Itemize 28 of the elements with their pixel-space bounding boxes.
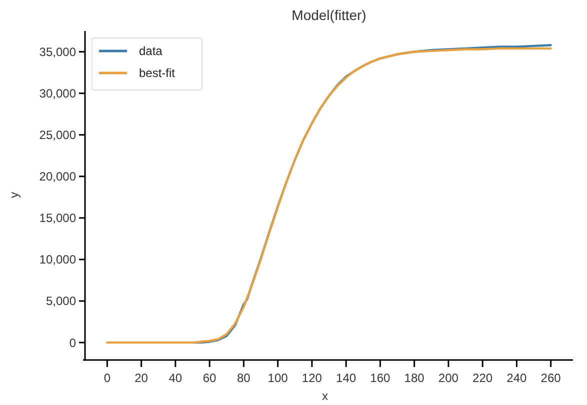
x-tick-label: 0 <box>104 371 111 385</box>
x-tick-label: 140 <box>336 371 356 385</box>
x-tick-label: 180 <box>404 371 425 385</box>
x-tick-label: 20 <box>134 371 148 385</box>
x-tick-label: 60 <box>202 371 217 385</box>
line-series <box>106 47 552 344</box>
x-tick-label: 260 <box>540 371 562 385</box>
y-tick-label: 10,000 <box>39 252 76 267</box>
x-axis-title: x <box>322 389 328 403</box>
y-tick-label: 20,000 <box>39 170 76 184</box>
x-tick-label: 40 <box>168 371 182 385</box>
x-tick-label: 100 <box>268 371 288 385</box>
x-tick-label: 200 <box>438 371 459 385</box>
x-tick-label: 220 <box>472 371 493 385</box>
y-tick-label: 5,000 <box>46 294 76 308</box>
y-tick-label: 15,000 <box>39 211 76 226</box>
x-tick-label: 240 <box>506 371 528 385</box>
chart-title: Model(fitter) <box>292 7 366 23</box>
legend-label: best-fit <box>139 66 176 80</box>
y-axis-title: y <box>7 192 21 198</box>
x-tick-label: 160 <box>370 371 391 385</box>
y-tick-label: 0 <box>69 336 76 350</box>
legend-label: data <box>139 44 163 58</box>
x-tick-label: 120 <box>302 371 322 385</box>
y-tick-label: 25,000 <box>39 128 76 142</box>
y-tick-label: 30,000 <box>39 86 76 101</box>
x-tick-label: 80 <box>237 371 251 385</box>
y-tick-label: 35,000 <box>39 44 76 59</box>
